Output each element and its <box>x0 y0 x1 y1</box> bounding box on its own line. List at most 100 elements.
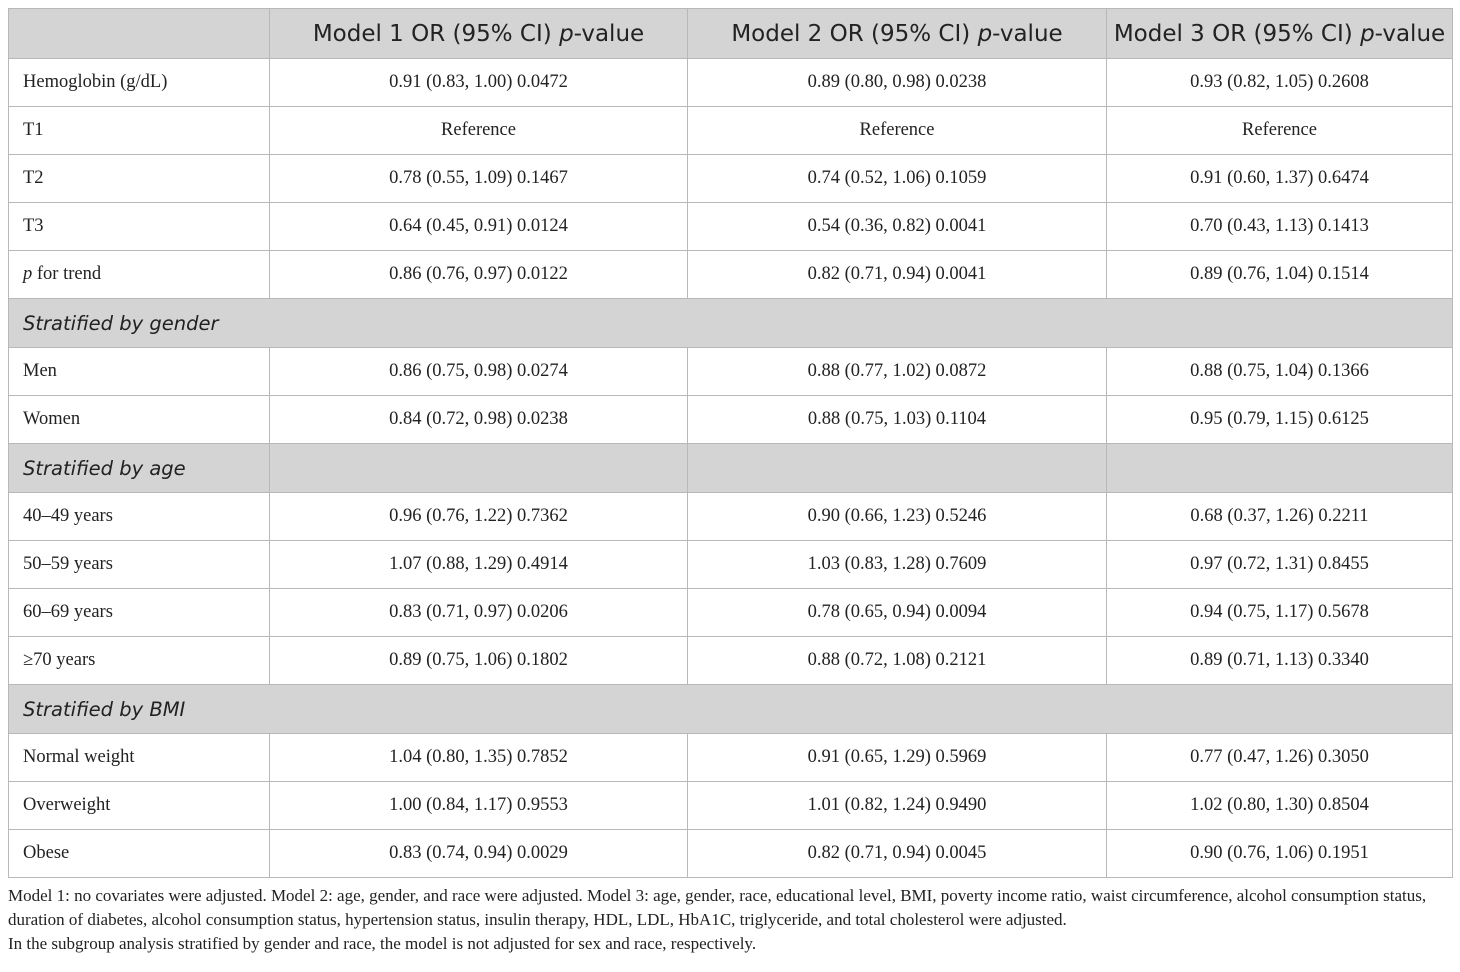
table-row: 50–59 years 1.07 (0.88, 1.29) 0.4914 1.03 … <box>8 540 1453 589</box>
section-empty-cell <box>687 443 1107 493</box>
table-row: T1 Reference Reference Reference <box>8 106 1453 155</box>
cell-model-1: 0.83 (0.71, 0.97) 0.0206 <box>269 588 688 637</box>
cell-model-3: 0.97 (0.72, 1.31) 0.8455 <box>1106 540 1453 589</box>
row-label: T2 <box>8 154 270 203</box>
footnote-models: Model 1: no covariates were adjusted. Mo… <box>8 886 1427 929</box>
cell-model-2: 0.74 (0.52, 1.06) 0.1059 <box>687 154 1107 203</box>
cell-model-1: 1.07 (0.88, 1.29) 0.4914 <box>269 540 688 589</box>
table-row: Normal weight 1.04 (0.80, 1.35) 0.7852 0.9… <box>8 733 1453 782</box>
section-row: Stratified by gender <box>8 298 1453 348</box>
cell-model-2: 0.82 (0.71, 0.94) 0.0045 <box>687 829 1107 878</box>
header-row: Model 1 OR (95% CI) p-value Model 2 OR (9… <box>8 8 1453 59</box>
table-row: p for trend 0.86 (0.76, 0.97) 0.0122 0.82 … <box>8 250 1453 299</box>
cell-model-3: 0.89 (0.76, 1.04) 0.1514 <box>1106 250 1453 299</box>
header-p-italic: p <box>977 20 993 47</box>
cell-model-1: 0.84 (0.72, 0.98) 0.0238 <box>269 395 688 444</box>
row-label: Women <box>8 395 270 444</box>
cell-model-2: 0.88 (0.72, 1.08) 0.2121 <box>687 636 1107 685</box>
cell-model-2: Reference <box>687 106 1107 155</box>
cell-model-3: 0.90 (0.76, 1.06) 0.1951 <box>1106 829 1453 878</box>
footnote-subgroup: In the subgroup analysis stratified by g… <box>8 934 757 953</box>
table-row: T2 0.78 (0.55, 1.09) 0.1467 0.74 (0.52, 1.… <box>8 154 1453 203</box>
cell-model-1: Reference <box>269 106 688 155</box>
cell-model-3: 0.77 (0.47, 1.26) 0.3050 <box>1106 733 1453 782</box>
row-label: Normal weight <box>8 733 270 782</box>
row-label: 50–59 years <box>8 540 270 589</box>
cell-model-2: 0.78 (0.65, 0.94) 0.0094 <box>687 588 1107 637</box>
cell-model-1: 1.00 (0.84, 1.17) 0.9553 <box>269 781 688 830</box>
row-label: p for trend <box>8 250 270 299</box>
table-row: 40–49 years 0.96 (0.76, 1.22) 0.7362 0.90 … <box>8 492 1453 541</box>
table-row: Women 0.84 (0.72, 0.98) 0.0238 0.88 (0.75,… <box>8 395 1453 444</box>
cell-model-2: 0.82 (0.71, 0.94) 0.0041 <box>687 250 1107 299</box>
cell-model-2: 1.01 (0.82, 1.24) 0.9490 <box>687 781 1107 830</box>
section-empty-cell <box>269 443 688 493</box>
header-cell-model-1: Model 1 OR (95% CI) p-value <box>269 8 688 59</box>
row-label: Obese <box>8 829 270 878</box>
section-label: Stratified by gender <box>8 298 1453 348</box>
section-label: Stratified by age <box>8 443 270 493</box>
table-row: ≥70 years 0.89 (0.75, 1.06) 0.1802 0.88 (0… <box>8 636 1453 685</box>
cell-model-2: 0.88 (0.75, 1.03) 0.1104 <box>687 395 1107 444</box>
cell-model-2: 0.54 (0.36, 0.82) 0.0041 <box>687 202 1107 251</box>
table-row: Hemoglobin (g/dL) 0.91 (0.83, 1.00) 0.047… <box>8 58 1453 107</box>
header-text-suffix: -value <box>1374 20 1446 47</box>
header-cell-model-2: Model 2 OR (95% CI) p-value <box>687 8 1107 59</box>
header-cell-blank <box>8 8 270 59</box>
cell-model-3: 0.89 (0.71, 1.13) 0.3340 <box>1106 636 1453 685</box>
cell-model-3: 0.91 (0.60, 1.37) 0.6474 <box>1106 154 1453 203</box>
header-text-suffix: -value <box>573 20 645 47</box>
cell-model-2: 0.88 (0.77, 1.02) 0.0872 <box>687 347 1107 396</box>
table-header: Model 1 OR (95% CI) p-value Model 2 OR (9… <box>8 8 1453 59</box>
header-text-suffix: -value <box>992 20 1063 47</box>
section-empty-cell <box>1106 443 1453 493</box>
header-p-italic: p <box>559 20 574 47</box>
results-table-container: Model 1 OR (95% CI) p-value Model 2 OR (9… <box>8 8 1453 956</box>
cell-model-1: 0.91 (0.83, 1.00) 0.0472 <box>269 58 688 107</box>
section-row: Stratified by age <box>8 443 1453 493</box>
cell-model-2: 0.90 (0.66, 1.23) 0.5246 <box>687 492 1107 541</box>
cell-model-3: Reference <box>1106 106 1453 155</box>
cell-model-1: 0.83 (0.74, 0.94) 0.0029 <box>269 829 688 878</box>
section-row: Stratified by BMI <box>8 684 1453 734</box>
row-label-text: for trend <box>32 264 102 284</box>
row-label: Hemoglobin (g/dL) <box>8 58 270 107</box>
odds-ratio-table: Model 1 OR (95% CI) p-value Model 2 OR (9… <box>8 8 1453 878</box>
row-label: Men <box>8 347 270 396</box>
row-label: 40–49 years <box>8 492 270 541</box>
row-label: 60–69 years <box>8 588 270 637</box>
cell-model-1: 0.78 (0.55, 1.09) 0.1467 <box>269 154 688 203</box>
section-label: Stratified by BMI <box>8 684 1453 734</box>
cell-model-3: 0.68 (0.37, 1.26) 0.2211 <box>1106 492 1453 541</box>
cell-model-3: 0.94 (0.75, 1.17) 0.5678 <box>1106 588 1453 637</box>
cell-model-1: 0.86 (0.75, 0.98) 0.0274 <box>269 347 688 396</box>
row-label-italic: p <box>23 264 33 284</box>
header-text: Model 2 OR (95% CI) <box>731 20 978 47</box>
cell-model-3: 1.02 (0.80, 1.30) 0.8504 <box>1106 781 1453 830</box>
cell-model-1: 0.89 (0.75, 1.06) 0.1802 <box>269 636 688 685</box>
row-label: T3 <box>8 202 270 251</box>
row-label: Overweight <box>8 781 270 830</box>
header-cell-model-3: Model 3 OR (95% CI) p-value <box>1106 8 1453 59</box>
cell-model-1: 0.64 (0.45, 0.91) 0.0124 <box>269 202 688 251</box>
table-body: Hemoglobin (g/dL) 0.91 (0.83, 1.00) 0.047… <box>8 58 1453 878</box>
header-text: Model 3 OR (95% CI) <box>1113 20 1361 47</box>
header-text: Model 1 OR (95% CI) <box>312 20 560 47</box>
cell-model-3: 0.95 (0.79, 1.15) 0.6125 <box>1106 395 1453 444</box>
table-row: Men 0.86 (0.75, 0.98) 0.0274 0.88 (0.77, 1… <box>8 347 1453 396</box>
cell-model-1: 0.86 (0.76, 0.97) 0.0122 <box>269 250 688 299</box>
table-row: Obese 0.83 (0.74, 0.94) 0.0029 0.82 (0.71,… <box>8 829 1453 878</box>
cell-model-1: 0.96 (0.76, 1.22) 0.7362 <box>269 492 688 541</box>
table-row: Overweight 1.00 (0.84, 1.17) 0.9553 1.01 (… <box>8 781 1453 830</box>
table-row: T3 0.64 (0.45, 0.91) 0.0124 0.54 (0.36, 0.… <box>8 202 1453 251</box>
header-p-italic: p <box>1360 20 1375 47</box>
cell-model-2: 1.03 (0.83, 1.28) 0.7609 <box>687 540 1107 589</box>
cell-model-1: 1.04 (0.80, 1.35) 0.7852 <box>269 733 688 782</box>
cell-model-3: 0.70 (0.43, 1.13) 0.1413 <box>1106 202 1453 251</box>
table-row: 60–69 years 0.83 (0.71, 0.97) 0.0206 0.78 … <box>8 588 1453 637</box>
cell-model-2: 0.89 (0.80, 0.98) 0.0238 <box>687 58 1107 107</box>
cell-model-2: 0.91 (0.65, 1.29) 0.5969 <box>687 733 1107 782</box>
row-label: T1 <box>8 106 270 155</box>
table-footnote: Model 1: no covariates were adjusted. Mo… <box>8 884 1452 956</box>
cell-model-3: 0.93 (0.82, 1.05) 0.2608 <box>1106 58 1453 107</box>
